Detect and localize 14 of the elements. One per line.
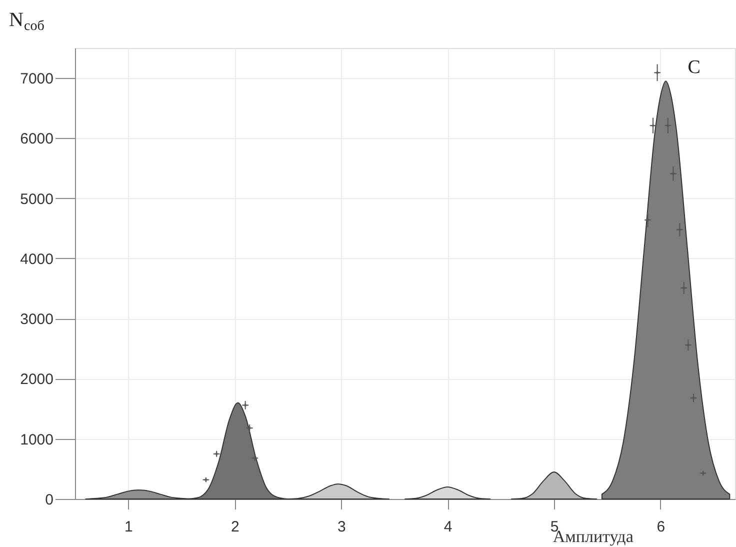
y-tick-label: 7000 [20, 70, 54, 88]
y-tick-label: 4000 [20, 250, 54, 268]
y-tick-label: 3000 [20, 311, 54, 328]
x-tick-label: 1 [124, 518, 133, 536]
x-tick-label: 3 [337, 518, 346, 536]
y-tick-label: 0 [45, 492, 54, 508]
y-tick-label: 5000 [20, 190, 54, 208]
x-tick-label: 2 [231, 518, 240, 536]
y-tick-label: 1000 [20, 431, 54, 448]
y-tick-label: 6000 [20, 130, 54, 148]
annotation: C [688, 57, 700, 78]
x-tick-label: 6 [656, 518, 666, 536]
y-tick-label: 2000 [20, 371, 54, 388]
x-tick-label: 4 [444, 518, 452, 536]
